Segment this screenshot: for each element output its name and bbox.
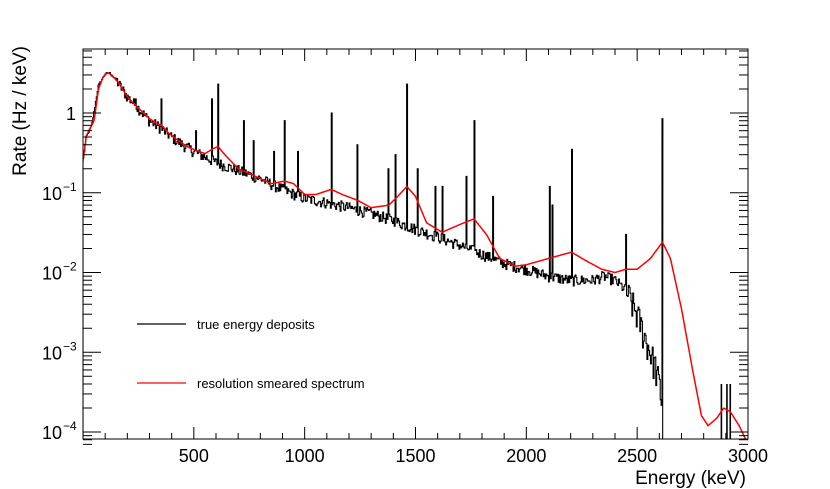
true-energy-series [83,71,732,439]
y-axis-title: Rate (Hz / keV) [10,46,31,176]
x-axis-title: Energy (keV) [635,468,746,489]
x-tick-label: 1500 [395,446,435,466]
legend-label-smeared: resolution smeared spectrum [197,376,365,391]
y-tick-exponent: −1 [63,180,77,194]
y-tick-label: 10 [42,423,62,443]
y-tick-exponent: −2 [63,260,77,274]
x-axis: 500 1000 1500 2000 2500 3000 [82,49,768,466]
smeared-series [83,71,747,439]
y-tick-label: 10 [42,264,62,284]
y-tick-label: 1 [66,104,76,124]
y-tick-exponent: −3 [63,339,77,353]
y-axis: 110−110−210−310−4 [42,50,748,445]
true-energy-histogram [83,71,664,439]
y-tick-label: 10 [42,343,62,363]
x-tick-label: 3000 [728,446,768,466]
x-tick-label: 500 [179,446,209,466]
legend-label-true: true energy deposits [197,317,315,332]
y-tick-exponent: −4 [63,419,77,433]
x-tick-label: 1000 [285,446,325,466]
y-tick-label: 10 [42,184,62,204]
smeared-spectrum-line [83,71,747,439]
x-tick-label: 2500 [617,446,657,466]
legend: true energy deposits resolution smeared … [137,317,365,391]
x-tick-label: 2000 [506,446,546,466]
